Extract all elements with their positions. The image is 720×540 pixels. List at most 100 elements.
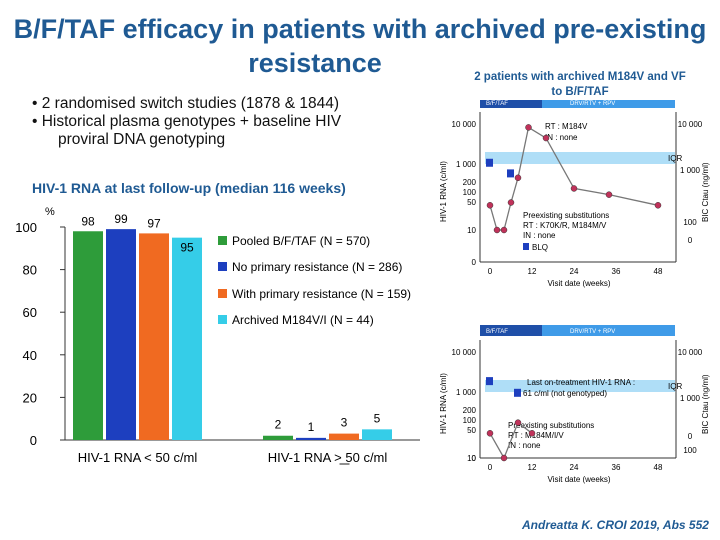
bar-value-label: 99: [114, 212, 128, 226]
annotation-top-2: IN : none: [545, 133, 578, 142]
x-axis-label: Visit date (weeks): [548, 475, 611, 484]
y-tick-label: 0: [472, 258, 477, 267]
blq-swatch: [523, 243, 529, 250]
hiv-rna-point: [500, 454, 508, 462]
regimen-label: DRV/RTV + RPV: [570, 329, 615, 335]
regimen-bar-drv: [542, 100, 675, 108]
bic-point: [514, 388, 521, 397]
citation: Andreatta K. CROI 2019, Abs 552: [522, 518, 709, 532]
bar-chart-title: HIV-1 RNA at last follow-up (median 116 …: [32, 180, 346, 196]
hiv-rna-point: [507, 199, 515, 206]
iqr-band: [485, 380, 675, 392]
title-line-2: resistance: [248, 48, 382, 78]
y-tick-label: 10 000: [452, 348, 477, 357]
y-tick-label: 10: [467, 226, 476, 235]
y-tick-label: 80: [23, 263, 37, 278]
x-tick-label: 48: [654, 463, 663, 472]
iqr-band: [485, 152, 675, 164]
legend-swatch: [218, 262, 227, 271]
y-tick-label: 10: [467, 454, 476, 463]
legend-label: No primary resistance (N = 286): [232, 260, 402, 274]
legend-swatch: [218, 315, 227, 324]
legend-swatch: [218, 236, 227, 245]
y-right-tick-label: 1 000: [680, 166, 701, 175]
x-tick-label: 0: [488, 463, 493, 472]
case-title: 2 patients with archived M184V and VF to…: [474, 71, 686, 98]
y-tick-label: 0: [472, 454, 477, 463]
hiv-rna-point: [486, 202, 494, 209]
y-axis-unit: %: [45, 206, 55, 218]
y-tick-label: 200: [463, 406, 477, 415]
y-right-tick-label: 10 000: [678, 348, 703, 357]
x-tick-label: 48: [654, 267, 663, 276]
hiv-rna-point: [493, 226, 501, 234]
y-right-tick-label: 100: [683, 218, 697, 227]
bar-value-label: 95: [180, 241, 194, 255]
y-right-tick-label: 0: [688, 236, 693, 245]
y-tick-label: 50: [467, 198, 476, 207]
y-tick-label: 40: [23, 348, 37, 363]
y-tick-label: 1 000: [456, 388, 477, 397]
iqr-label: IQR: [668, 154, 682, 163]
x-tick-label: 24: [570, 267, 579, 276]
hiv-rna-point: [542, 134, 550, 142]
bar: [139, 233, 169, 440]
hiv-rna-line: [489, 126, 659, 231]
x-tick-label: 24: [570, 463, 579, 472]
bar-value-label: 2: [275, 418, 282, 432]
y-tick-label: 20: [23, 390, 37, 405]
y-tick-label: 100: [463, 188, 477, 197]
annotation-line: IN : none: [523, 231, 556, 240]
regimen-bar-bftaf: [480, 100, 542, 108]
bar-value-label: 97: [147, 216, 161, 230]
y-right-tick-label: 1 000: [680, 394, 701, 403]
regimen-bar-drv: [542, 325, 675, 336]
hiv-rna-point: [514, 174, 522, 182]
hiv-rna-point: [486, 430, 494, 437]
y-tick-label: 50: [467, 426, 476, 435]
x-tick-label: 12: [528, 463, 537, 472]
hiv-rna-point: [514, 419, 522, 426]
bar: [73, 231, 103, 440]
y-right-tick-label: 0: [688, 432, 693, 441]
y-right-tick-label: 100: [683, 446, 697, 455]
x-tick-label: 36: [612, 463, 621, 472]
bullet-list: • 2 randomised switch studies (1878 & 18…: [32, 95, 341, 149]
bar: [263, 435, 293, 440]
bic-point: [486, 158, 493, 167]
bar-value-label: 1: [308, 420, 315, 434]
bar-value-label: 5: [374, 411, 381, 425]
x-tick-label: 12: [528, 267, 537, 276]
annotation-top-2: 61 c/ml (not genotyped): [523, 389, 607, 398]
bar: [362, 429, 392, 440]
hiv-rna-point: [528, 430, 536, 437]
bar: [296, 437, 326, 440]
y-tick-label: 100: [463, 416, 477, 425]
bullet-item: • 2 randomised switch studies (1878 & 18…: [32, 95, 339, 112]
y-axis-label: HIV-1 RNA (c/ml): [439, 373, 448, 434]
hiv-rna-line: [489, 421, 533, 460]
regimen-bar-bftaf: [480, 325, 542, 336]
hiv-rna-point: [605, 191, 613, 198]
bar-value-label: 3: [341, 416, 348, 430]
legend-label: Archived M184V/I (N = 44): [232, 313, 374, 327]
y-right-axis-label: BIC Ctau (ng/ml): [701, 162, 710, 222]
iqr-label: IQR: [668, 382, 682, 391]
category-label: HIV-1 RNA > 50 c/ml: [268, 450, 388, 465]
annotation-line: IN : none: [508, 441, 541, 450]
legend-label: Pooled B/F/TAF (N = 570): [232, 234, 370, 248]
x-tick-label: 36: [612, 267, 621, 276]
hiv-rna-point: [500, 226, 508, 234]
hiv-rna-point: [525, 124, 532, 131]
annotation-top: Last on-treatment HIV-1 RNA :: [527, 378, 635, 387]
blq-label: BLQ: [532, 243, 548, 252]
bar: [172, 237, 202, 440]
y-tick-label: 0: [30, 433, 37, 448]
y-tick-label: 60: [23, 305, 37, 320]
y-right-tick-label: 10 000: [678, 120, 703, 129]
bullet-item: • Historical plasma genotypes + baseline…: [32, 113, 342, 130]
bar: [106, 229, 136, 440]
regimen-label: B/F/TAF: [486, 329, 508, 335]
